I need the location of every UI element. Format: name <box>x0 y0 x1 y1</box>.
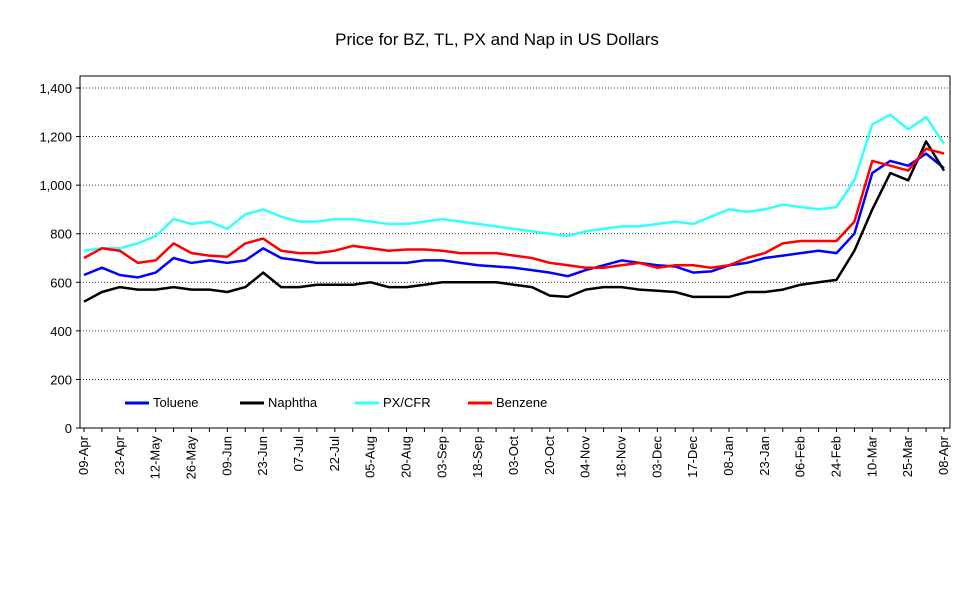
y-tick-label: 1,400 <box>39 81 72 96</box>
legend-label: Toluene <box>153 395 199 410</box>
x-tick-label: 09-Apr <box>76 435 91 475</box>
x-tick-label: 06-Feb <box>793 436 808 477</box>
y-tick-label: 0 <box>65 421 72 436</box>
x-tick-label: 08-Apr <box>936 435 951 475</box>
series-line <box>83 152 945 279</box>
y-tick-label: 1,000 <box>39 178 72 193</box>
plot-frame <box>79 75 951 429</box>
x-tick-label: 12-May <box>148 436 163 480</box>
x-tick-label: 05-Aug <box>363 436 378 478</box>
y-tick-label: 800 <box>50 227 72 242</box>
chart-title: Price for BZ, TL, PX and Nap in US Dolla… <box>335 30 659 49</box>
x-tick-label: 17-Dec <box>685 436 700 478</box>
x-tick-label: 09-Jun <box>219 436 234 476</box>
y-tick-label: 400 <box>50 324 72 339</box>
x-tick-label: 07-Jul <box>291 436 306 472</box>
x-tick-label: 23-Jan <box>757 436 772 476</box>
series-line <box>83 140 946 303</box>
x-tick-label: 26-May <box>184 436 199 480</box>
x-tick-label: 03-Sep <box>434 436 449 478</box>
legend-label: Benzene <box>496 395 547 410</box>
series-line <box>83 147 945 269</box>
x-tick-label: 25-Mar <box>900 435 915 477</box>
x-tick-label: 18-Nov <box>614 436 629 478</box>
x-tick-label: 20-Oct <box>542 436 557 475</box>
x-tick-label: 03-Dec <box>649 436 664 478</box>
y-tick-label: 200 <box>50 372 72 387</box>
y-tick-label: 600 <box>50 275 72 290</box>
x-tick-label: 08-Jan <box>721 436 736 476</box>
x-tick-label: 18-Sep <box>470 436 485 478</box>
x-tick-label: 23-Jun <box>255 436 270 476</box>
legend-label: Naphtha <box>268 395 318 410</box>
legend-label: PX/CFR <box>383 395 431 410</box>
x-tick-label: 24-Feb <box>829 436 844 477</box>
x-tick-label: 04-Nov <box>578 436 593 478</box>
series-line <box>83 113 946 252</box>
x-tick-label: 20-Aug <box>399 436 414 478</box>
x-tick-label: 22-Jul <box>327 436 342 472</box>
y-tick-label: 1,200 <box>39 130 72 145</box>
x-tick-label: 03-Oct <box>506 436 521 475</box>
x-tick-label: 23-Apr <box>112 435 127 475</box>
x-tick-label: 10-Mar <box>864 435 879 477</box>
